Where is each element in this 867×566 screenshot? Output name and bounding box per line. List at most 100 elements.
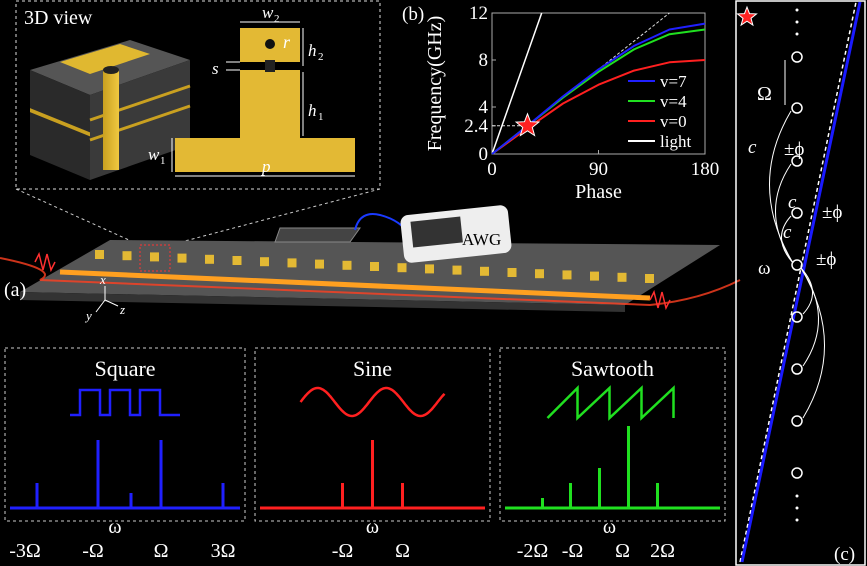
omega0-label: ω [366, 516, 379, 538]
ellipsis-dot [795, 506, 799, 510]
mode-circle [791, 102, 803, 114]
ellipsis-dot [795, 20, 799, 24]
series-line-light [491, 12, 543, 155]
sideband-label: Ω [395, 540, 410, 562]
coupling-arrow-up [775, 163, 794, 264]
resonator-pad [535, 269, 544, 279]
mode-circle [791, 311, 803, 323]
resonator-pad [122, 251, 132, 261]
probe-connector [274, 227, 361, 243]
resonator-pad [95, 250, 104, 259]
mode-circle [791, 415, 803, 427]
resonator-pad [150, 252, 159, 262]
legend-label: v=0 [660, 112, 687, 131]
awg-label: AWG [462, 230, 501, 249]
dim-w2: w [262, 3, 274, 22]
resonator-pad [562, 270, 572, 280]
dim-p: p [261, 157, 271, 176]
axis-z: z [119, 302, 125, 317]
x-axis-label: Phase [575, 181, 622, 203]
phase-label: ±ϕ [816, 249, 836, 270]
phase-label: ±ϕ [822, 202, 842, 223]
resonator-pad [315, 259, 324, 269]
panel-frame [4, 347, 246, 522]
resonator-pad [397, 263, 407, 273]
mode-circle [791, 51, 803, 63]
phase-label: ±ϕ [784, 139, 804, 160]
sideband-label: -2Ω [517, 540, 549, 562]
mode-circle [791, 259, 803, 271]
resonator-pad [342, 260, 352, 270]
resonator-pad [480, 266, 489, 276]
x-tick-label: 0 [487, 159, 497, 180]
sideband-label: 2Ω [650, 540, 675, 562]
mode-circle [791, 155, 803, 167]
panel-frame [499, 347, 726, 522]
sideband-label: -3Ω [9, 540, 41, 562]
resonator-pad [452, 265, 462, 275]
omega0-label: ω [603, 516, 616, 538]
output-pulse-icon [649, 289, 671, 311]
resonator-pad [232, 256, 242, 265]
coupling-arrow-up [769, 110, 794, 264]
y-tick-label: 2.4 [464, 116, 488, 137]
inset-title: 3D view [24, 7, 93, 29]
ellipsis-dot [795, 8, 799, 12]
sideband-label: -Ω [562, 540, 584, 562]
resonator-pad [177, 253, 187, 263]
y-tick-label: 8 [479, 50, 489, 71]
sideband-label: -Ω [82, 540, 104, 562]
panel-b-label: (b) [402, 4, 424, 25]
y-tick-label: 12 [469, 3, 488, 24]
waveform-trace [546, 384, 675, 421]
light-line [739, 1, 857, 563]
dim-h1: h [308, 101, 317, 120]
omega0-label: ω [108, 516, 121, 538]
mode-circle [791, 363, 803, 375]
panel-c-label: (c) [834, 544, 855, 565]
waveform-trace [70, 388, 180, 417]
resonator-pad [287, 258, 297, 268]
coupling-label: c [788, 192, 797, 213]
waveform-panels: Squareω0-3Ω-ΩΩ3ΩSineω0-ΩΩSawtoothω0-2Ω-Ω… [4, 347, 726, 562]
dim-s: s [212, 59, 219, 78]
mode-circle [791, 207, 803, 219]
resonator-pad [645, 274, 654, 283]
dim-w1: w [148, 145, 160, 164]
axis-y: y [84, 308, 92, 323]
waveform-title: Square [94, 356, 155, 381]
resonator-2d-schematic: w 2 r h 2 h 1 s w 1 p [148, 3, 355, 177]
sideband-label: 3Ω [211, 540, 236, 562]
panel-c-frame [735, 0, 866, 566]
resonator-pad [590, 271, 599, 281]
waveform-panel-sine: Sineω0-ΩΩ [254, 347, 491, 562]
sideband-label: Ω [615, 540, 630, 562]
star-icon [736, 5, 758, 27]
dim-h2: h [308, 41, 317, 60]
star-marker [514, 112, 541, 137]
input-pulse-icon [34, 251, 56, 273]
legend-label: v=4 [660, 92, 687, 111]
x-tick-label: 90 [589, 159, 608, 180]
x-tick-label: 180 [691, 159, 720, 180]
waveguide-chip: AWG (a) x z y [0, 205, 741, 323]
panel-a-label: (a) [4, 279, 26, 301]
coupling-label: c [748, 137, 757, 158]
resonator-pad [425, 264, 434, 274]
ellipsis-dot [795, 494, 799, 498]
mode-circle [791, 467, 803, 479]
coupling-arrow-down [800, 267, 813, 315]
axis-x: x [99, 272, 106, 287]
resonator-pad [617, 272, 627, 282]
y-tick-label: 4 [479, 97, 489, 118]
coupling-arrow-down [800, 267, 819, 367]
y-axis-label: Frequency(GHz) [424, 16, 446, 152]
resonator-pad [507, 268, 517, 277]
sideband-label: -Ω [332, 540, 354, 562]
resonator-3d-block [30, 40, 191, 180]
resonator-pad [205, 254, 214, 264]
waveform-title: Sawtooth [571, 356, 654, 381]
